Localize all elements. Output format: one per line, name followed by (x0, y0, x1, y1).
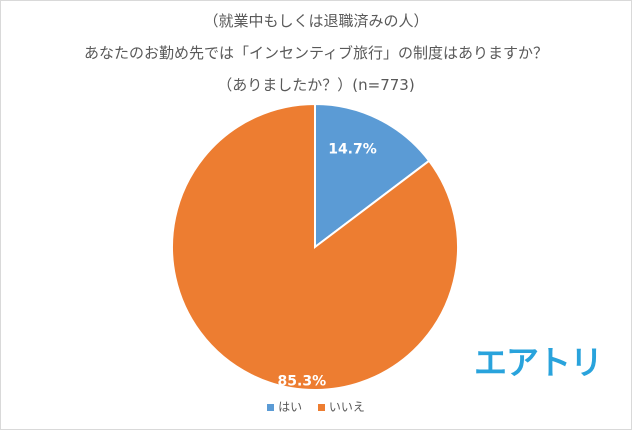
legend-swatch-yes (267, 404, 275, 411)
legend-label-no: いいえ (328, 400, 365, 414)
chart-title-line-3: （ありましたか？）(n=773) (217, 76, 415, 94)
pie-slice-no (171, 102, 459, 391)
data-label-yes: 14.7% (328, 142, 377, 158)
pie-slice-yes (314, 102, 431, 250)
airtrip-logo: エアトリ (474, 343, 603, 382)
chart-title-line-1: （就業中もしくは退職済みの人） (203, 12, 429, 30)
legend-swatch-no (317, 404, 325, 411)
chart-legend: はい いいえ (0, 398, 632, 415)
chart-title-line-2: あなたのお勤め先では「インセンティブ旅行」の制度はありますか？ (83, 44, 549, 62)
legend-label-yes: はい (278, 400, 303, 414)
data-label-no: 85.3% (278, 374, 327, 390)
legend-item-no: いいえ (317, 398, 365, 415)
legend-item-yes: はい (267, 398, 302, 415)
